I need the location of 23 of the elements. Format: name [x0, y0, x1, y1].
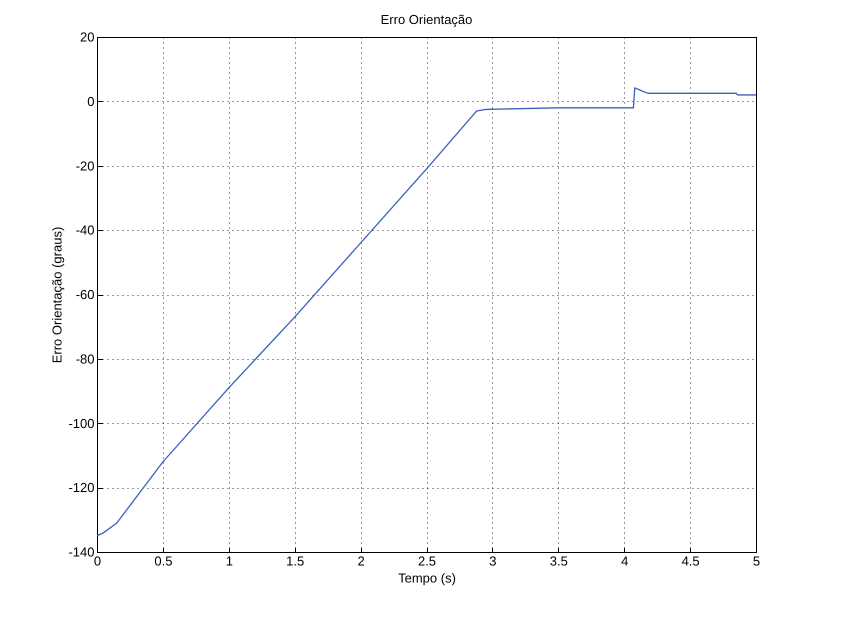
x-axis-title: Tempo (s): [398, 570, 456, 586]
x-tick-label: 3.5: [550, 554, 568, 568]
x-tick-label: 5: [752, 554, 760, 568]
x-tick-label: 0.5: [154, 554, 172, 568]
y-tick-label: -80: [76, 351, 94, 366]
y-tick-label: -40: [76, 222, 94, 238]
chart-title: Erro Orientação: [380, 12, 472, 27]
y-tick-label: -100: [68, 416, 94, 431]
y-tick-label: 0: [87, 94, 94, 109]
x-tick-label: 1.5: [286, 554, 304, 568]
x-tick-label: 3: [489, 554, 497, 568]
y-axis-title: Erro Orientação (graus): [49, 226, 64, 364]
x-tick-label: 2.5: [418, 554, 436, 568]
y-tick-label: -20: [76, 158, 94, 174]
line-series: [97, 87, 756, 537]
x-tick-label: 4: [621, 554, 628, 568]
y-tick-label: -140: [68, 544, 94, 560]
y-tick-label: 20: [80, 30, 94, 44]
x-tick-label: 2: [357, 554, 365, 568]
x-tick-label: 4.5: [682, 554, 700, 568]
x-tick-label: 1: [226, 554, 233, 568]
y-tick-label: -60: [76, 287, 94, 302]
y-tick-label: -120: [68, 480, 94, 496]
